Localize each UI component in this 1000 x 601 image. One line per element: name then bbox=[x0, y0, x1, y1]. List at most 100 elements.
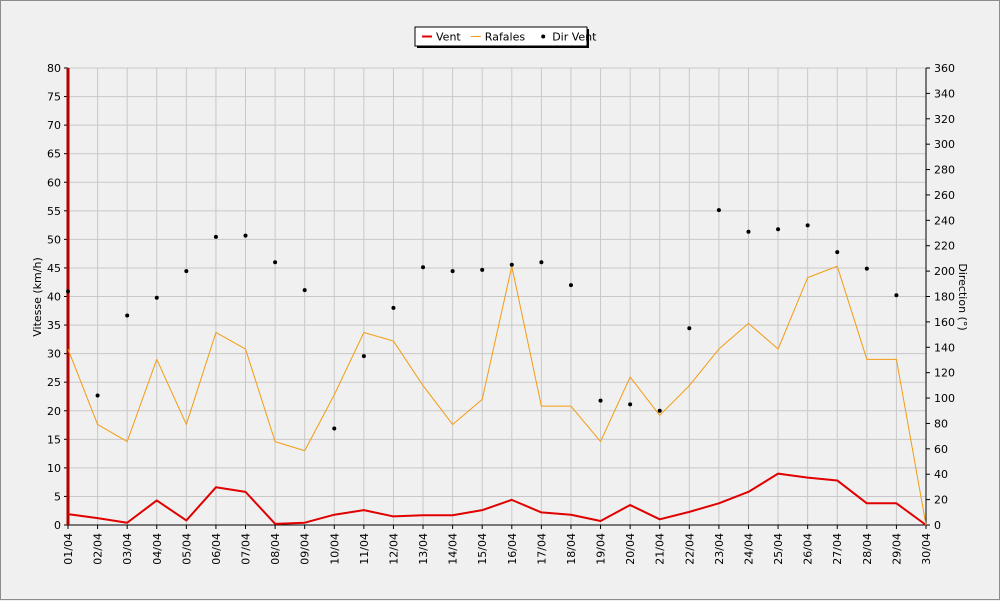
series-point-dir-vent bbox=[125, 313, 130, 318]
series-point-dir-vent bbox=[716, 208, 721, 213]
y-tick-label: 0 bbox=[54, 519, 61, 532]
x-tick-label: 25/04 bbox=[772, 533, 785, 565]
y2-tick-label: 80 bbox=[934, 417, 948, 430]
y-tick-label: 45 bbox=[47, 262, 61, 275]
x-tick-label: 19/04 bbox=[595, 533, 608, 565]
y2-tick-label: 180 bbox=[934, 291, 955, 304]
legend-label-vent: Vent bbox=[436, 31, 461, 44]
x-tick-label: 11/04 bbox=[358, 533, 371, 565]
series-point-dir-vent bbox=[657, 408, 662, 413]
y-tick-label: 75 bbox=[47, 91, 61, 104]
x-tick-label: 12/04 bbox=[387, 533, 400, 565]
legend-label-dir-vent: Dir Vent bbox=[552, 31, 597, 44]
series-point-dir-vent bbox=[184, 269, 189, 274]
x-tick-label: 30/04 bbox=[920, 533, 933, 565]
series-layer bbox=[66, 208, 927, 526]
series-point-dir-vent bbox=[450, 269, 455, 274]
series-point-dir-vent bbox=[154, 295, 159, 300]
legend-box bbox=[414, 26, 588, 47]
y2-tick-label: 320 bbox=[934, 113, 955, 126]
series-line-vent bbox=[67, 472, 927, 526]
x-tick-label: 22/04 bbox=[683, 533, 696, 565]
y-tick-label: 55 bbox=[47, 205, 61, 218]
x-tick-label: 03/04 bbox=[121, 533, 134, 565]
series-point-dir-vent bbox=[568, 283, 573, 288]
y-tick-label: 25 bbox=[47, 376, 61, 389]
y-tick-label: 35 bbox=[47, 319, 61, 332]
x-tick-label: 27/04 bbox=[831, 533, 844, 565]
x-tick-label: 05/04 bbox=[180, 533, 193, 565]
y2-axis-title: Direction (°) bbox=[956, 263, 969, 330]
y-tick-label: 20 bbox=[47, 405, 61, 418]
y2-tick-label: 40 bbox=[934, 468, 948, 481]
series-point-dir-vent bbox=[746, 229, 751, 234]
x-tick-label: 16/04 bbox=[506, 533, 519, 565]
axes: 0 5 10 15 20 25 30 35 40 45 50 55 60 65 70 75 80 0 20 40 60 8… bbox=[47, 62, 955, 565]
y2-tick-label: 260 bbox=[934, 189, 955, 202]
series-point-dir-vent bbox=[66, 289, 70, 294]
series-point-dir-vent bbox=[391, 305, 396, 310]
series-point-dir-vent bbox=[95, 393, 100, 398]
y-tick-label: 70 bbox=[47, 119, 61, 132]
y2-tick-label: 20 bbox=[934, 494, 948, 507]
series-point-dir-vent bbox=[421, 265, 426, 270]
y2-tick-label: 200 bbox=[934, 265, 955, 278]
series-point-dir-vent bbox=[480, 267, 485, 272]
y2-tick-label: 0 bbox=[934, 519, 941, 532]
series-line-rafales bbox=[67, 265, 927, 526]
y-tick-label: 30 bbox=[47, 348, 61, 361]
series-point-dir-vent bbox=[273, 260, 278, 265]
series-point-dir-vent bbox=[805, 223, 810, 228]
y-tick-label: 80 bbox=[47, 62, 61, 75]
y2-tick-label: 60 bbox=[934, 443, 948, 456]
series-point-dir-vent bbox=[687, 326, 692, 331]
x-tick-label: 21/04 bbox=[654, 533, 667, 565]
x-tick-label: 08/04 bbox=[269, 533, 282, 565]
y2-tick-label: 300 bbox=[934, 138, 955, 151]
grid bbox=[67, 67, 927, 526]
y-tick-label: 5 bbox=[54, 490, 61, 503]
series-point-dir-vent bbox=[332, 426, 337, 431]
legend-swatch-dir-vent bbox=[541, 34, 546, 39]
y-tick-label: 15 bbox=[47, 433, 61, 446]
series-point-dir-vent bbox=[864, 266, 869, 271]
x-tick-label: 13/04 bbox=[417, 533, 430, 565]
x-tick-label: 07/04 bbox=[240, 533, 253, 565]
y-axis-title: Vitesse (km/h) bbox=[31, 257, 44, 337]
legend: Vent Rafales Dir Vent bbox=[414, 26, 597, 48]
x-tick-label: 09/04 bbox=[299, 533, 312, 565]
x-tick-label: 02/04 bbox=[92, 533, 105, 565]
x-tick-label: 04/04 bbox=[151, 533, 164, 565]
series-point-dir-vent bbox=[302, 288, 307, 293]
y-tick-label: 50 bbox=[47, 233, 61, 246]
x-tick-label: 10/04 bbox=[328, 533, 341, 565]
series-point-dir-vent bbox=[894, 293, 899, 298]
x-tick-label: 14/04 bbox=[447, 533, 460, 565]
series-point-dir-vent bbox=[598, 398, 603, 403]
series-point-dir-vent bbox=[243, 233, 248, 238]
x-tick-label: 24/04 bbox=[742, 533, 755, 565]
y2-tick-label: 220 bbox=[934, 240, 955, 253]
x-tick-label: 20/04 bbox=[624, 533, 637, 565]
x-tick-label: 28/04 bbox=[861, 533, 874, 565]
y2-tick-label: 340 bbox=[934, 87, 955, 100]
series-point-dir-vent bbox=[539, 260, 544, 265]
x-tick-label: 06/04 bbox=[210, 533, 223, 565]
legend-label-rafales: Rafales bbox=[485, 31, 526, 44]
y-tick-label: 10 bbox=[47, 462, 61, 475]
y-tick-label: 65 bbox=[47, 148, 61, 161]
y2-tick-label: 280 bbox=[934, 164, 955, 177]
x-tick-label: 17/04 bbox=[535, 533, 548, 565]
series-point-dir-vent bbox=[509, 262, 514, 267]
y-tick-label: 40 bbox=[47, 291, 61, 304]
x-tick-label: 29/04 bbox=[890, 533, 903, 565]
y-tick-label: 60 bbox=[47, 176, 61, 189]
x-tick-label: 01/04 bbox=[62, 533, 75, 565]
y2-tick-label: 160 bbox=[934, 316, 955, 329]
series-point-dir-vent bbox=[835, 250, 840, 255]
y2-tick-label: 120 bbox=[934, 367, 955, 380]
x-tick-label: 15/04 bbox=[476, 533, 489, 565]
x-tick-label: 26/04 bbox=[802, 533, 815, 565]
